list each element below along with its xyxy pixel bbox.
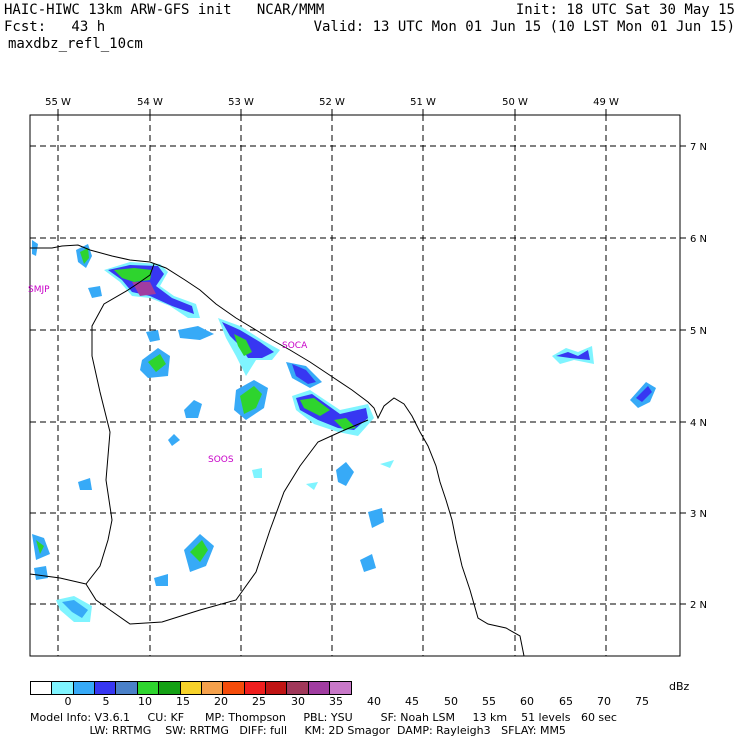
colorbar-cell [201, 682, 224, 694]
colorbar-cell [159, 682, 181, 694]
colorbar-cell [287, 682, 309, 694]
longitude-labels: 55 W 54 W 53 W 52 W 51 W 50 W 49 W [45, 97, 619, 108]
cb-label: 10 [138, 695, 152, 708]
colorbar-cell [137, 682, 160, 694]
colorbar-cell [31, 682, 53, 694]
lon-label: 49 W [593, 97, 619, 108]
colorbar-cell [95, 682, 117, 694]
lat-label: 2 N [690, 600, 707, 611]
station-soca: SOCA [282, 341, 308, 351]
cb-label: 50 [444, 695, 458, 708]
reflectivity-cells [32, 240, 656, 622]
axis-ticks [57, 109, 686, 605]
lon-label: 54 W [137, 97, 163, 108]
cb-label: 25 [252, 695, 266, 708]
field-name: maxdbz_refl_10cm [8, 36, 143, 52]
colorbar-cell [223, 682, 245, 694]
colorbar-cell [244, 682, 266, 694]
cb-label: 70 [597, 695, 611, 708]
colorbar-cell [330, 682, 352, 694]
model-info: Model Info: V3.6.1 CU: KF MP: Thompson P… [30, 711, 617, 724]
station-soos: SOOS [208, 455, 234, 465]
cb-label: 60 [520, 695, 534, 708]
init-time: Init: 18 UTC Sat 30 May 15 [515, 2, 735, 18]
lon-label: 51 W [410, 97, 436, 108]
model-title: HAIC-HIWC 13km ARW-GFS init NCAR/MMM [4, 2, 325, 18]
valid-time: Valid: 13 UTC Mon 01 Jun 15 (10 LST Mon … [313, 19, 735, 35]
cb-label: 35 [329, 695, 343, 708]
colorbar-cell [73, 682, 96, 694]
cb-label: 5 [102, 695, 110, 708]
cb-label: 75 [635, 695, 649, 708]
colorbar-cell [265, 682, 288, 694]
cb-label: 40 [367, 695, 381, 708]
cb-label: 65 [559, 695, 573, 708]
model-physics: LW: RRTMG SW: RRTMG DIFF: full KM: 2D Sm… [30, 724, 566, 737]
cb-label: 55 [482, 695, 496, 708]
lat-label: 3 N [690, 509, 707, 520]
lat-label: 4 N [690, 418, 707, 429]
colorbar-cell [52, 682, 74, 694]
colorbar [30, 681, 353, 695]
forecast-hour: Fcst: 43 h [4, 19, 106, 35]
lon-label: 52 W [319, 97, 345, 108]
coastline [30, 244, 525, 657]
cb-label: 45 [405, 695, 419, 708]
lat-label: 6 N [690, 234, 707, 245]
lat-label: 5 N [690, 326, 707, 337]
borders [29, 263, 369, 625]
lat-lon-grid [30, 115, 680, 656]
colorbar-cell [308, 682, 331, 694]
lat-label: 7 N [690, 142, 707, 153]
cb-label: 20 [214, 695, 228, 708]
station-smjp: SMJP [28, 285, 50, 295]
colorbar-cell [180, 682, 202, 694]
lon-label: 50 W [502, 97, 528, 108]
latitude-labels: 7 N 6 N 5 N 4 N 3 N 2 N [690, 142, 707, 611]
colorbar-cell [116, 682, 138, 694]
lon-label: 53 W [228, 97, 254, 108]
cb-label: 30 [291, 695, 305, 708]
cb-label: 15 [176, 695, 190, 708]
lon-label: 55 W [45, 97, 71, 108]
map-frame [29, 114, 681, 657]
colorbar-unit: dBz [669, 680, 690, 693]
cb-label: 0 [64, 695, 72, 708]
